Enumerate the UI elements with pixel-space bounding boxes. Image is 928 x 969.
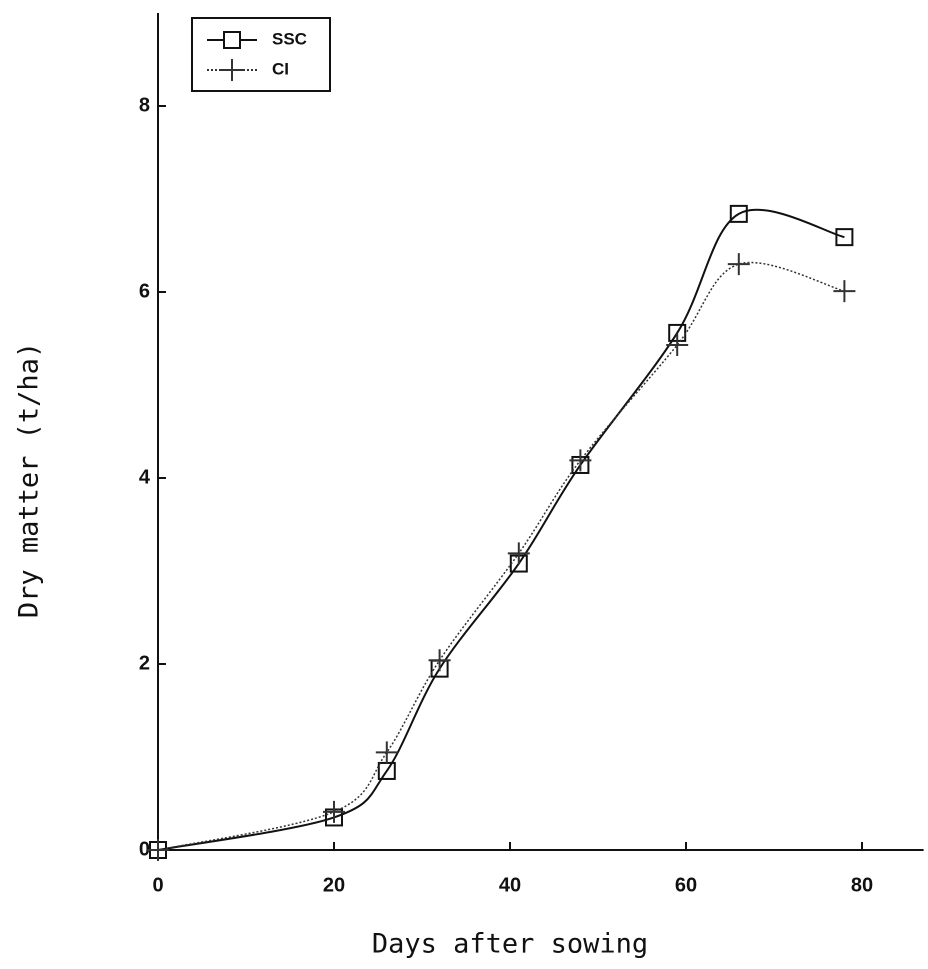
series-line: [158, 262, 844, 850]
marker: [728, 253, 750, 275]
series-line: [158, 210, 844, 850]
y-tick-label: 4: [139, 466, 151, 488]
x-tick-label: 40: [499, 874, 521, 896]
y-axis-label: Dry matter (t/ha): [14, 342, 45, 618]
x-tick-label: 60: [675, 874, 697, 896]
x-tick-label: 80: [851, 874, 873, 896]
marker: [833, 280, 855, 302]
chart: Days after sowing Dry matter (t/ha) 0 20 4…: [0, 0, 928, 969]
x-tick-label: 0: [152, 874, 163, 896]
legend-box: [192, 18, 330, 91]
legend-label: SSC: [272, 29, 307, 48]
y-tick-label: 8: [139, 94, 150, 116]
y-tick-label: 6: [139, 280, 150, 302]
x-tick-label: 20: [323, 874, 345, 896]
legend-label: CI: [272, 59, 289, 78]
legend-marker: [224, 32, 240, 48]
y-tick-label: 2: [139, 652, 150, 674]
x-axis-label: Days after sowing: [372, 929, 648, 960]
